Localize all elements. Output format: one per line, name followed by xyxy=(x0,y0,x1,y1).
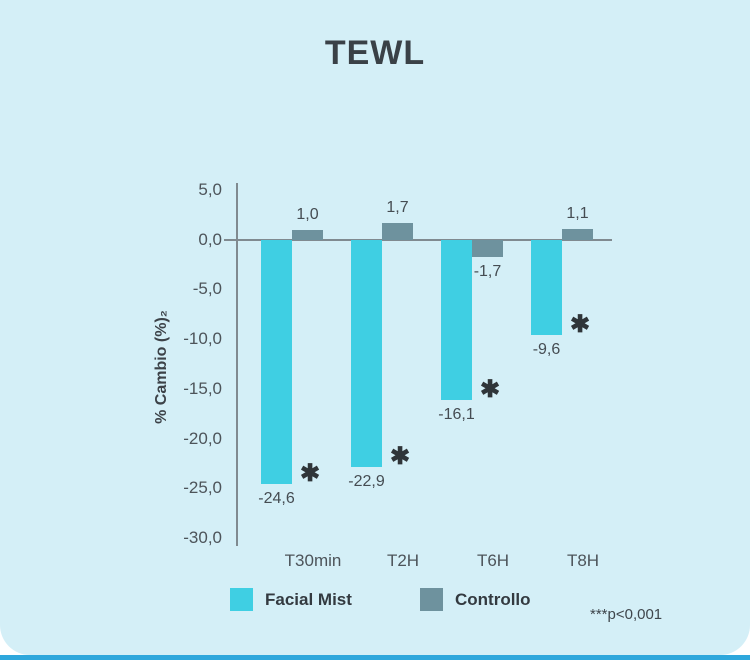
bar-controllo-t6h xyxy=(472,239,503,257)
legend-label-controllo: Controllo xyxy=(455,589,531,609)
facial-mist-swatch xyxy=(230,588,253,611)
significance-asterisk: ✱ xyxy=(300,460,321,488)
bar-facial-mist-t8h xyxy=(531,239,562,336)
legend-item-controllo: Controllo xyxy=(420,588,531,611)
significance-asterisk: ✱ xyxy=(480,375,501,403)
bar-facial-mist-t2h xyxy=(351,239,382,468)
bar-facial-mist-t6h xyxy=(441,239,472,400)
y-tick-label: -30,0 xyxy=(183,528,222,547)
y-axis-line xyxy=(236,183,238,546)
y-tick-label: -15,0 xyxy=(183,378,222,398)
y-tick-label: -20,0 xyxy=(183,428,222,448)
bar-facial-mist-t30min xyxy=(261,239,292,485)
y-tick-label: -10,0 xyxy=(183,329,222,349)
value-label: 1,0 xyxy=(296,205,319,223)
legend-label-facial-mist: Facial Mist xyxy=(265,589,352,609)
bar-controllo-t8h xyxy=(562,228,593,240)
significance-footnote: ***p<0,001 xyxy=(590,606,663,623)
chart-title: TEWL xyxy=(324,34,426,72)
x-axis-label-t2h: T2H xyxy=(386,551,420,570)
y-tick-label: 0,0 xyxy=(198,229,222,249)
y-tick-label: -5,0 xyxy=(192,279,222,299)
x-axis-label-t6h: T6H xyxy=(476,551,510,570)
value-label: -1,7 xyxy=(473,262,502,280)
value-label: -22,9 xyxy=(348,473,385,491)
y-tick-label: -25,0 xyxy=(183,478,222,498)
bottom-accent-strip xyxy=(0,655,750,660)
bar-controllo-t2h xyxy=(382,222,413,240)
value-label: -16,1 xyxy=(438,405,475,423)
y-tick-label: 5,0 xyxy=(198,180,222,199)
x-axis-label-t30min: T30min xyxy=(284,551,342,570)
bar-controllo-t30min xyxy=(292,229,323,240)
legend: Facial Mist Controllo xyxy=(0,588,750,614)
zero-baseline xyxy=(224,239,612,241)
significance-asterisk: ✱ xyxy=(390,443,411,471)
controllo-swatch xyxy=(420,588,443,611)
legend-item-facial-mist: Facial Mist xyxy=(230,588,352,611)
x-axis-label-t8h: T8H xyxy=(566,551,600,570)
value-label: -24,6 xyxy=(258,490,295,508)
value-label: 1,1 xyxy=(566,204,589,222)
value-label: 1,7 xyxy=(386,198,409,216)
value-label: -9,6 xyxy=(532,341,561,359)
significance-asterisk: ✱ xyxy=(570,311,591,339)
